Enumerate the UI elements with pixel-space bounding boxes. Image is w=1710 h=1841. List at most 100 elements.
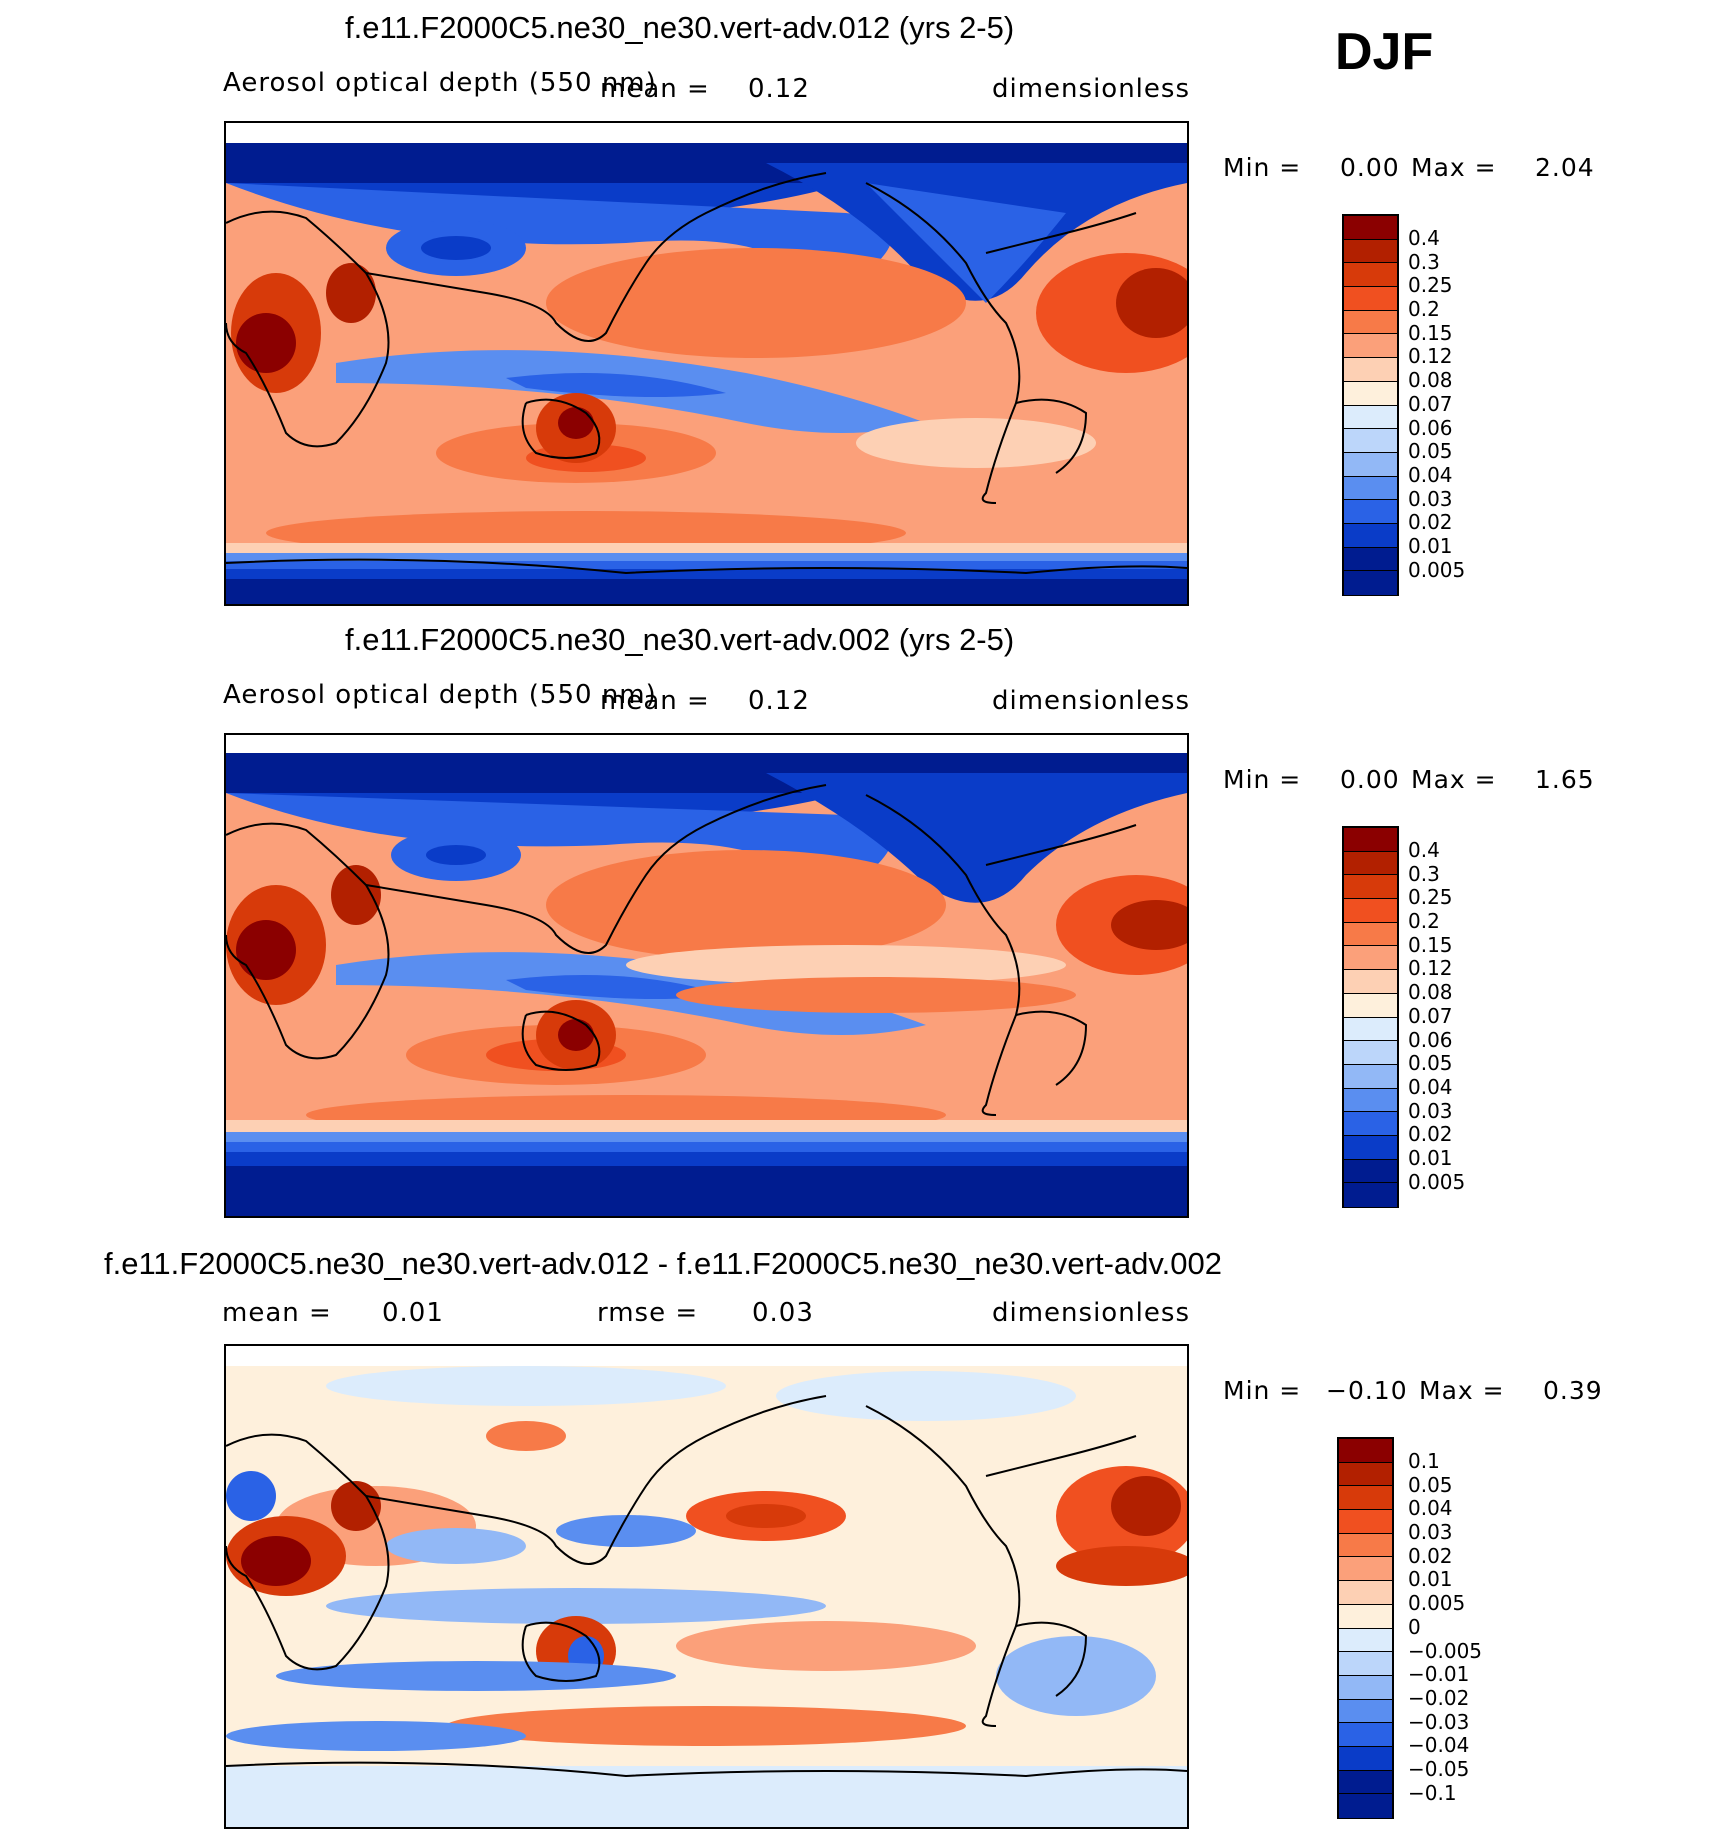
colorbar-swatch <box>1344 571 1397 595</box>
panel-3-max-value: 0.39 <box>1543 1376 1603 1405</box>
colorbar-tick-label: −0.005 <box>1408 1638 1483 1663</box>
colorbar-swatch <box>1339 1699 1392 1724</box>
colorbar-swatch <box>1344 1064 1397 1089</box>
colorbar-swatch <box>1339 1794 1392 1818</box>
colorbar-tick-label: 0.01 <box>1408 1567 1453 1592</box>
panel-1-min-label: Min = <box>1223 153 1302 182</box>
panel-2-min-label: Min = <box>1223 765 1302 794</box>
colorbar-swatch <box>1344 216 1397 240</box>
panel-3-min-label: Min = <box>1223 1376 1302 1405</box>
colorbar-tick-label: 0.25 <box>1408 273 1453 298</box>
panel-1-max-label: Max = <box>1411 153 1497 182</box>
colorbar-swatch <box>1344 310 1397 335</box>
colorbar-tick-label: 0.08 <box>1408 980 1453 1005</box>
colorbar-tick-label: 0.05 <box>1408 1472 1453 1497</box>
panel-1-min-value: 0.00 <box>1340 153 1400 182</box>
colorbar-swatch <box>1339 1723 1392 1747</box>
colorbar-tick-label: 0.06 <box>1408 1027 1453 1052</box>
panel-2-max-label: Max = <box>1411 765 1497 794</box>
colorbar-swatch <box>1339 1462 1392 1487</box>
panel-1-variable: Aerosol optical depth (550 nm) <box>223 68 657 98</box>
colorbar-swatch <box>1344 1088 1397 1113</box>
panel-1-title: f.e11.F2000C5.ne30_ne30.vert-adv.012 (yr… <box>345 10 1015 45</box>
colorbar-tick-label: −0.1 <box>1408 1780 1457 1805</box>
colorbar-swatch <box>1344 851 1397 876</box>
colorbar-tick-label: 0.05 <box>1408 1051 1453 1076</box>
panel-2-title: f.e11.F2000C5.ne30_ne30.vert-adv.002 (yr… <box>345 622 1015 657</box>
colorbar-swatch <box>1344 1135 1397 1160</box>
colorbar-tick-label: 0.01 <box>1408 533 1453 558</box>
panel-1-colorbar-labels: 0.4 0.3 0.25 0.2 0.15 0.12 0.08 0.07 0.06 0.05 0.0… <box>1408 226 1465 582</box>
colorbar-swatch <box>1344 946 1397 971</box>
panel-2-map <box>224 733 1189 1218</box>
colorbar-swatch <box>1344 828 1397 852</box>
panel-3-rmse-value: 0.03 <box>752 1298 814 1328</box>
colorbar-tick-label: 0.04 <box>1408 1074 1453 1099</box>
colorbar-tick-label: 0.07 <box>1408 1003 1453 1028</box>
colorbar-tick-label: 0.1 <box>1408 1449 1440 1473</box>
panel-3-rmse-label: rmse = <box>597 1298 699 1328</box>
colorbar-tick-label: 0.15 <box>1408 320 1453 345</box>
colorbar-tick-label: 0.12 <box>1408 344 1453 369</box>
colorbar-swatch <box>1344 334 1397 359</box>
colorbar-tick-label: 0.3 <box>1408 861 1440 886</box>
colorbar-tick-label: 0.2 <box>1408 909 1440 934</box>
colorbar-swatch <box>1339 1557 1392 1582</box>
colorbar-swatch <box>1344 523 1397 548</box>
colorbar-tick-label: 0.3 <box>1408 249 1440 274</box>
colorbar-tick-label: 0 <box>1408 1614 1421 1639</box>
colorbar-swatch <box>1339 1675 1392 1700</box>
panel-1-map <box>224 121 1189 606</box>
colorbar-tick-label: 0.08 <box>1408 368 1453 393</box>
colorbar-swatch <box>1344 1112 1397 1136</box>
panel-3-mean-value: 0.01 <box>382 1298 444 1328</box>
colorbar-swatch <box>1344 476 1397 501</box>
colorbar-swatch <box>1339 1746 1392 1771</box>
colorbar-swatch <box>1344 1041 1397 1065</box>
colorbar-swatch <box>1344 239 1397 264</box>
colorbar-tick-label: 0.005 <box>1408 1591 1466 1616</box>
colorbar-swatch <box>1344 263 1397 288</box>
colorbar-tick-label: 0.05 <box>1408 439 1453 464</box>
colorbar-tick-label: 0.04 <box>1408 462 1453 487</box>
panel-2-max-value: 1.65 <box>1535 765 1595 794</box>
colorbar-swatch <box>1344 452 1397 477</box>
colorbar-swatch <box>1344 1183 1397 1207</box>
panel-3-min-value: −0.10 <box>1326 1376 1408 1405</box>
colorbar-tick-label: 0.01 <box>1408 1145 1453 1170</box>
colorbar-swatch <box>1339 1581 1392 1605</box>
panel-3-colorbar <box>1337 1437 1394 1819</box>
panel-2-min-value: 0.00 <box>1340 765 1400 794</box>
colorbar-tick-label: −0.01 <box>1408 1662 1470 1687</box>
panel-1-mean-label: mean = <box>600 74 710 104</box>
colorbar-swatch <box>1344 405 1397 430</box>
colorbar-swatch <box>1344 922 1397 947</box>
colorbar-tick-label: 0.4 <box>1408 838 1440 862</box>
panel-2-mean-label: mean = <box>600 686 710 716</box>
colorbar-swatch <box>1344 358 1397 382</box>
colorbar-swatch <box>1344 1159 1397 1184</box>
colorbar-swatch <box>1339 1486 1392 1511</box>
colorbar-swatch <box>1339 1510 1392 1534</box>
colorbar-tick-label: −0.05 <box>1408 1756 1470 1781</box>
panel-2-colorbar <box>1342 826 1399 1208</box>
panel-3-units: dimensionless <box>992 1298 1190 1328</box>
colorbar-swatch <box>1344 993 1397 1018</box>
season-label: DJF <box>1335 23 1434 81</box>
colorbar-swatch <box>1344 429 1397 453</box>
panel-1-max-value: 2.04 <box>1535 153 1595 182</box>
colorbar-swatch <box>1344 970 1397 994</box>
colorbar-tick-label: −0.04 <box>1408 1733 1470 1758</box>
colorbar-tick-label: 0.02 <box>1408 510 1453 535</box>
colorbar-tick-label: −0.02 <box>1408 1685 1470 1710</box>
panel-2-units: dimensionless <box>992 686 1190 716</box>
colorbar-tick-label: 0.25 <box>1408 885 1453 910</box>
panel-3-mean-label: mean = <box>222 1298 332 1328</box>
panel-1-colorbar <box>1342 214 1399 596</box>
panel-1-mean-value: 0.12 <box>748 74 810 104</box>
colorbar-swatch <box>1339 1652 1392 1676</box>
colorbar-swatch <box>1344 899 1397 923</box>
colorbar-swatch <box>1339 1770 1392 1795</box>
panel-2-mean-value: 0.12 <box>748 686 810 716</box>
colorbar-swatch <box>1339 1628 1392 1653</box>
